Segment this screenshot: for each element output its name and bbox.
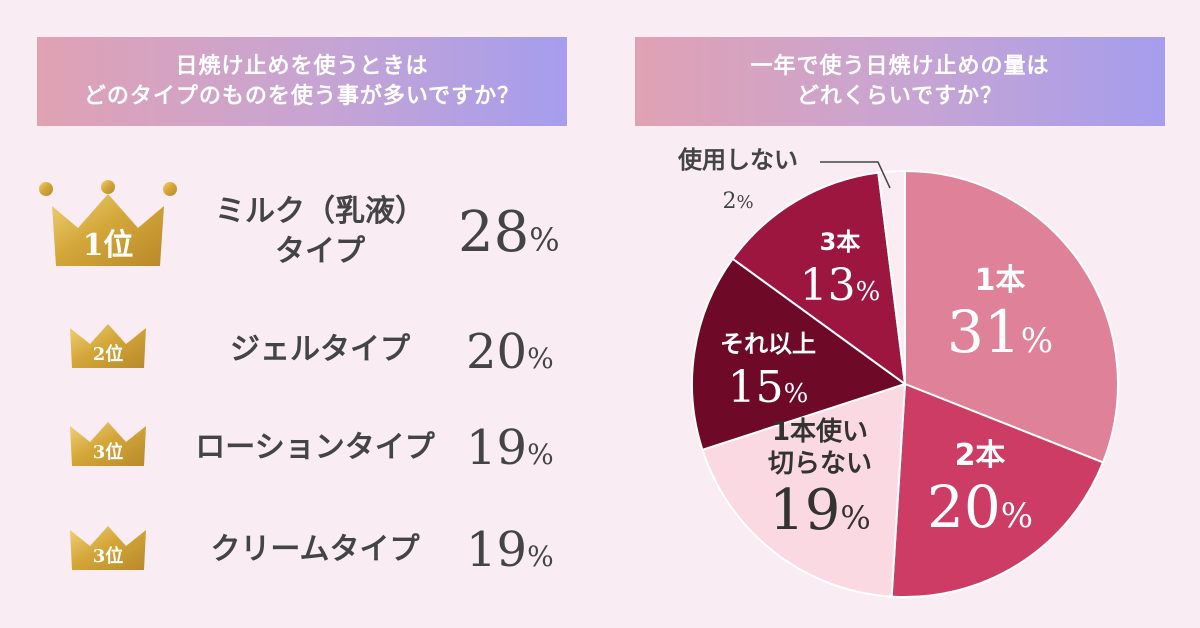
- type-label-3b-line1: クリームタイプ: [210, 532, 420, 567]
- percent-rank-3a-unit: %: [527, 438, 554, 471]
- pie-label-name-3-0: それ以上: [720, 330, 816, 358]
- percent-rank-1: 28%: [458, 200, 560, 265]
- percent-rank-2-unit: %: [527, 342, 554, 375]
- type-label-rank-1: ミルク（乳液） タイプ: [200, 192, 440, 272]
- pie-label-value-0: 31%: [947, 298, 1053, 366]
- pie-slice-3: [691, 257, 908, 452]
- percent-rank-1-unit: %: [529, 221, 560, 259]
- percent-rank-3a-value: 19: [466, 420, 528, 476]
- left-question-line1: 日焼け止めを使うときは: [175, 53, 429, 79]
- pie-label-5: 使用しない 2%: [677, 146, 798, 214]
- crown-icon-rank-3b: [66, 522, 150, 572]
- pie-label-name-2-0: 1本使い: [772, 417, 868, 447]
- crown-icon-rank-1: [38, 180, 178, 268]
- pie-label-name-1-0: 2本: [955, 438, 1006, 473]
- right-question-banner: 一年で使う日焼け止めの量は どれくらいですか？: [635, 37, 1165, 126]
- left-question-line2: どのタイプのものを使う事が多いですか？: [83, 83, 521, 109]
- pie-label-name-2-1: 切らない: [768, 449, 872, 479]
- pie-label-value-4: 13%: [800, 260, 881, 311]
- percent-rank-2-value: 20: [466, 324, 528, 380]
- crown-icon-rank-2: [66, 320, 150, 370]
- pie-slice-0: [904, 169, 1119, 464]
- percent-rank-3b-unit: %: [527, 540, 554, 573]
- pie-label-name-0-0: 1本: [975, 263, 1026, 298]
- pie-leader-line: [820, 161, 891, 189]
- pie-slice-4: [731, 171, 907, 387]
- left-question-banner: 日焼け止めを使うときは どのタイプのものを使う事が多いですか？: [37, 37, 567, 126]
- pie-label-3: それ以上 15%: [720, 330, 816, 413]
- rank-badge-2: 2位: [92, 344, 124, 365]
- percent-rank-3b-value: 19: [466, 522, 528, 578]
- type-label-rank-3b: クリームタイプ: [185, 530, 445, 570]
- type-label-3a-line1: ローションタイプ: [195, 430, 435, 465]
- rank-badge-3a: 3位: [92, 442, 124, 463]
- pie-label-value-1: 20%: [927, 473, 1033, 541]
- type-label-1-line1: ミルク（乳液）: [215, 194, 425, 229]
- pie-label-value-2: 19%: [769, 478, 871, 543]
- right-question-line1: 一年で使う日焼け止めの量は: [750, 53, 1050, 79]
- percent-rank-3b: 19%: [466, 522, 554, 578]
- type-label-1-line2: タイプ: [275, 234, 365, 269]
- pie-slice-5: [877, 169, 906, 385]
- type-label-rank-2: ジェルタイプ: [200, 330, 440, 370]
- pie-label-name-4-0: 3本: [820, 228, 861, 256]
- crown-icon-rank-3a: [66, 418, 150, 468]
- type-label-2-line1: ジェルタイプ: [230, 332, 410, 367]
- pie-label-name-5-0: 使用しない: [677, 146, 798, 174]
- pie-slice-1: [890, 382, 1105, 598]
- pie-slice-2: [701, 382, 907, 598]
- pie-label-value-3: 15%: [728, 362, 809, 413]
- type-label-rank-3a: ローションタイプ: [170, 428, 460, 468]
- rank-badge-3b: 3位: [92, 546, 124, 567]
- right-question-line2: どれくらいですか？: [796, 83, 1004, 109]
- pie-label-value-5: 2%: [722, 189, 753, 214]
- rank-badge-1: 1位: [82, 228, 134, 263]
- percent-rank-1-value: 28: [458, 200, 530, 265]
- percent-rank-3a: 19%: [466, 420, 554, 476]
- percent-rank-2: 20%: [466, 324, 554, 380]
